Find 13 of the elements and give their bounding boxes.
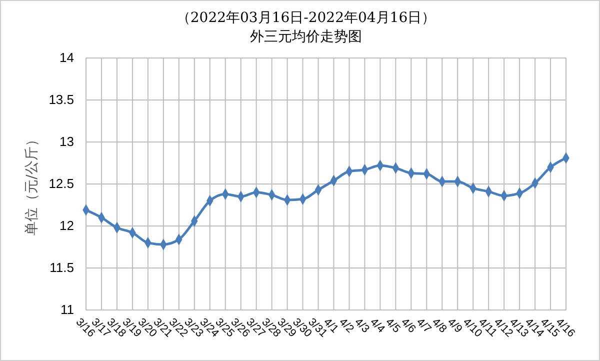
x-tick-label: 4/7 [414, 316, 434, 336]
y-tick-label: 13.5 [48, 92, 74, 108]
x-tick-label: 4/2 [336, 316, 356, 336]
y-tick-label: 14 [60, 50, 74, 66]
chart-subtitle: 外三元均价走势图 [250, 29, 362, 45]
y-tick-label: 13 [60, 134, 74, 150]
y-axis-title: 单位（元/公斤） [24, 132, 40, 236]
y-tick-label: 11.5 [50, 260, 74, 276]
y-tick-label: 11 [60, 302, 74, 318]
y-tick-label: 12 [60, 218, 74, 234]
chart-title: （2022年03月16日-2022年04月16日） [176, 10, 436, 26]
x-tick-label: 4/9 [445, 316, 464, 336]
y-tick-label: 12.5 [48, 176, 74, 192]
